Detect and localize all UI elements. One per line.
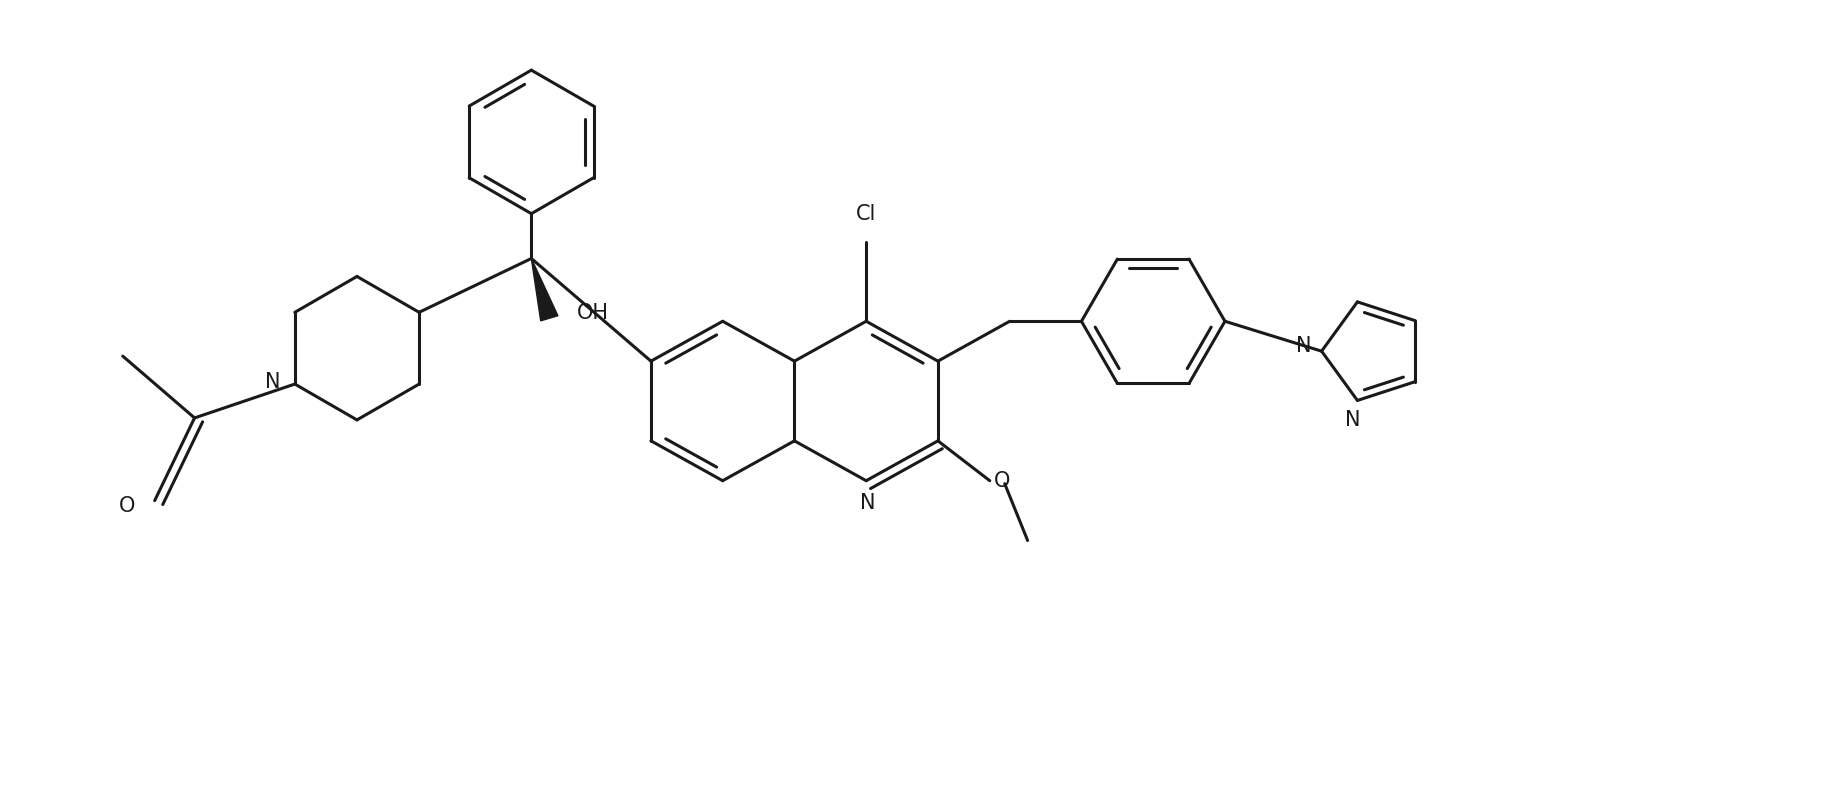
Text: N: N: [265, 372, 280, 392]
Text: N: N: [860, 493, 877, 513]
Text: O: O: [993, 470, 1009, 490]
Polygon shape: [530, 259, 558, 321]
Text: N: N: [1297, 336, 1312, 356]
Text: O: O: [118, 496, 134, 516]
Text: Cl: Cl: [857, 204, 877, 224]
Text: N: N: [1345, 411, 1359, 431]
Text: OH: OH: [577, 303, 610, 323]
